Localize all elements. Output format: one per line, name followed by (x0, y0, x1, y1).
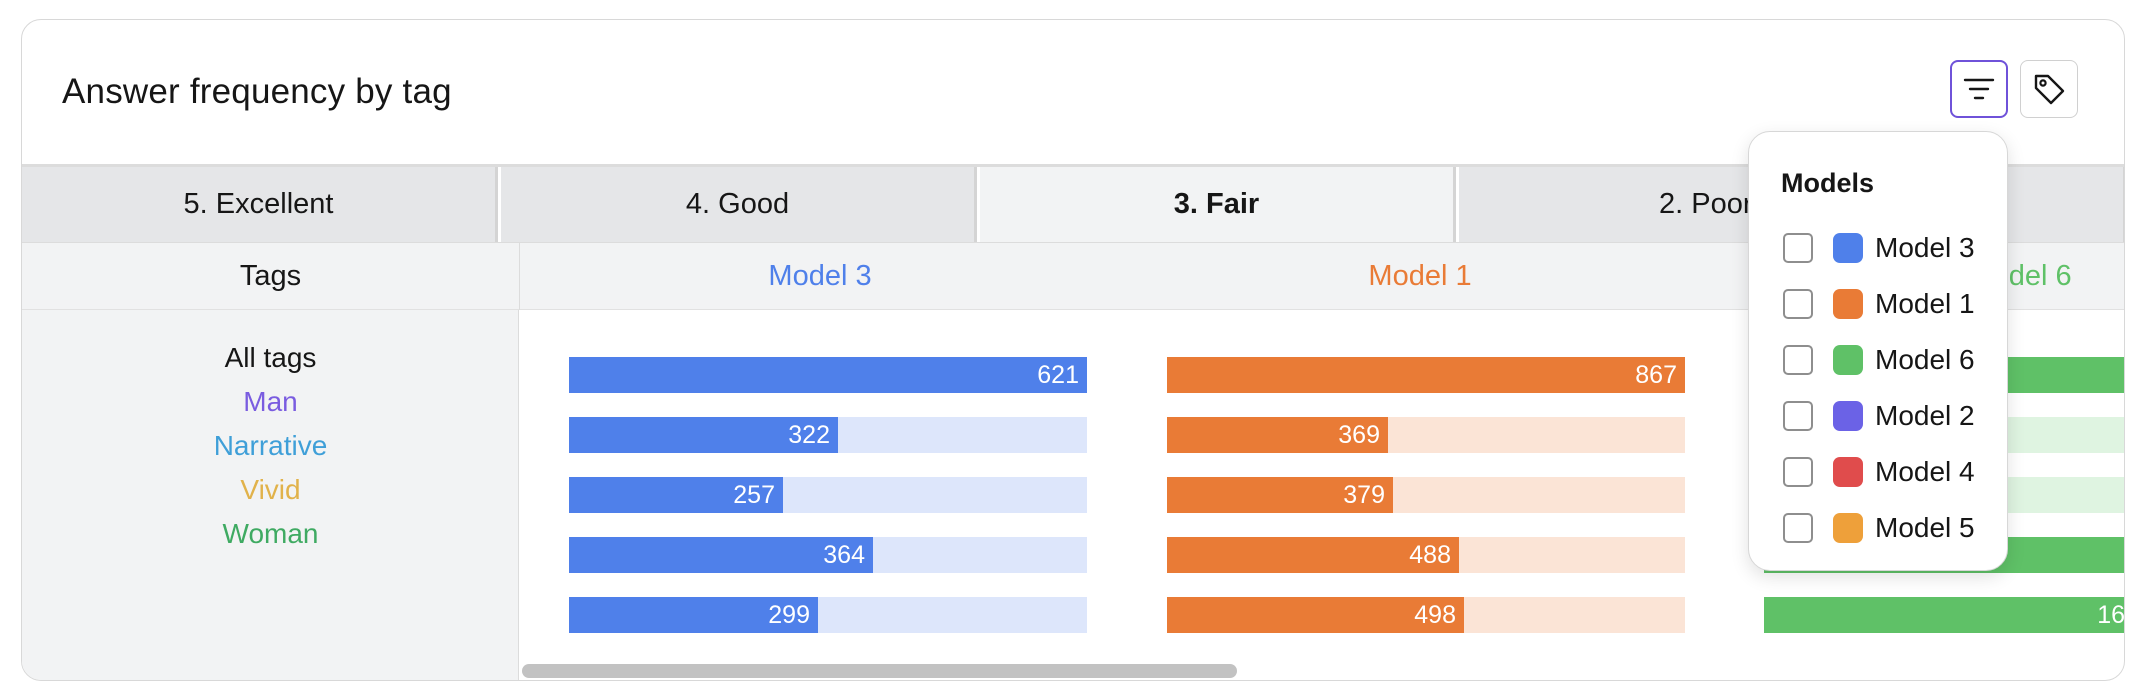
model-checkbox[interactable] (1783, 401, 1813, 431)
bar-fill[interactable]: 621 (569, 357, 1087, 393)
popover-title: Models (1781, 168, 1875, 198)
bar-value: 867 (1635, 361, 1677, 389)
bar-track: 488 (1167, 537, 1685, 573)
model-option[interactable]: Model 5 (1783, 511, 1975, 545)
model-option-label: Model 4 (1875, 456, 1975, 487)
bar-fill[interactable]: 369 (1167, 417, 1388, 453)
tags-column (22, 310, 519, 680)
bar-value: 165 (2097, 601, 2125, 629)
tab-poor-label: 2. Poor (1659, 188, 1753, 220)
tag-label: Woman (222, 518, 319, 549)
tag-label: Narrative (213, 430, 328, 461)
tag-label: Man (243, 386, 298, 417)
tag-icon (2034, 74, 2065, 105)
model-checkbox[interactable] (1783, 289, 1813, 319)
model-option-label: Model 1 (1875, 288, 1975, 319)
bar-value: 488 (1409, 541, 1451, 569)
model-option-label: Model 6 (1875, 344, 1975, 375)
bar-track: 498 (1167, 597, 1685, 633)
bar-track: 621 (569, 357, 1087, 393)
bar-value: 322 (788, 421, 830, 449)
model-checkbox[interactable] (1783, 513, 1813, 543)
bar-fill[interactable]: 364 (569, 537, 873, 573)
bar-value: 621 (1037, 361, 1079, 389)
bar-track: 379 (1167, 477, 1685, 513)
bar-fill[interactable]: 299 (569, 597, 818, 633)
tab-fair[interactable]: 3. Fair (980, 167, 1456, 242)
bar-value: 299 (768, 601, 810, 629)
model-option[interactable]: Model 2 (1783, 399, 1975, 433)
bar-value: 498 (1414, 601, 1456, 629)
filter-button[interactable] (1950, 60, 2008, 118)
bar-fill[interactable]: 322 (569, 417, 838, 453)
model-color-swatch (1833, 289, 1863, 319)
bar-fill[interactable]: 498 (1167, 597, 1464, 633)
bar-fill[interactable]: 488 (1167, 537, 1459, 573)
bar-fill[interactable]: 165 (1764, 597, 2125, 633)
bar-fill[interactable]: 867 (1167, 357, 1685, 393)
model-checkbox[interactable] (1783, 233, 1813, 263)
model-option[interactable]: Model 4 (1783, 455, 1975, 489)
tab-good[interactable]: 4. Good (501, 167, 977, 242)
tab-excellent[interactable]: 5. Excellent (22, 167, 498, 242)
tag-button[interactable] (2020, 60, 2078, 118)
column-divider (519, 242, 520, 310)
bar-track: 257 (569, 477, 1087, 513)
model-color-swatch (1833, 345, 1863, 375)
bar-value: 364 (823, 541, 865, 569)
bar-track: 299 (569, 597, 1087, 633)
tag-label: Vivid (240, 474, 301, 505)
bar-track: 364 (569, 537, 1087, 573)
filter-icon (1963, 78, 1995, 100)
tag-label: All tags (224, 342, 317, 373)
bar-value: 257 (733, 481, 775, 509)
model-option-label: Model 2 (1875, 400, 1975, 431)
model-color-swatch (1833, 233, 1863, 263)
bar-fill[interactable]: 257 (569, 477, 783, 513)
tags-column-header: Tags (239, 259, 302, 292)
horizontal-scrollbar[interactable] (522, 664, 1237, 678)
model-1-column-header: Model 1 (1368, 259, 1472, 292)
model-checkbox[interactable] (1783, 457, 1813, 487)
model-color-swatch (1833, 513, 1863, 543)
bar-fill[interactable]: 379 (1167, 477, 1393, 513)
bar-track: 165 (1764, 597, 2125, 633)
bar-track: 322 (569, 417, 1087, 453)
models-filter-popover: Models Model 3 Model 1 Model 6 Model 2 Model… (1748, 131, 2008, 571)
model-color-swatch (1833, 401, 1863, 431)
model-color-swatch (1833, 457, 1863, 487)
bar-value: 379 (1343, 481, 1385, 509)
bar-value: 369 (1338, 421, 1380, 449)
card-title: Answer frequency by tag (62, 72, 452, 111)
model-option[interactable]: Model 1 (1783, 287, 1975, 321)
model-option-label: Model 5 (1875, 512, 1975, 543)
model-checkbox[interactable] (1783, 345, 1813, 375)
model-option[interactable]: Model 3 (1783, 231, 1975, 265)
model-option-label: Model 3 (1875, 232, 1975, 263)
bar-track: 867 (1167, 357, 1685, 393)
bar-track: 369 (1167, 417, 1685, 453)
model-3-column-header: Model 3 (768, 259, 872, 292)
rating-tabs: 5. Excellent 4. Good 3. Fair 2. Poor (22, 164, 2124, 242)
model-option[interactable]: Model 6 (1783, 343, 1975, 377)
